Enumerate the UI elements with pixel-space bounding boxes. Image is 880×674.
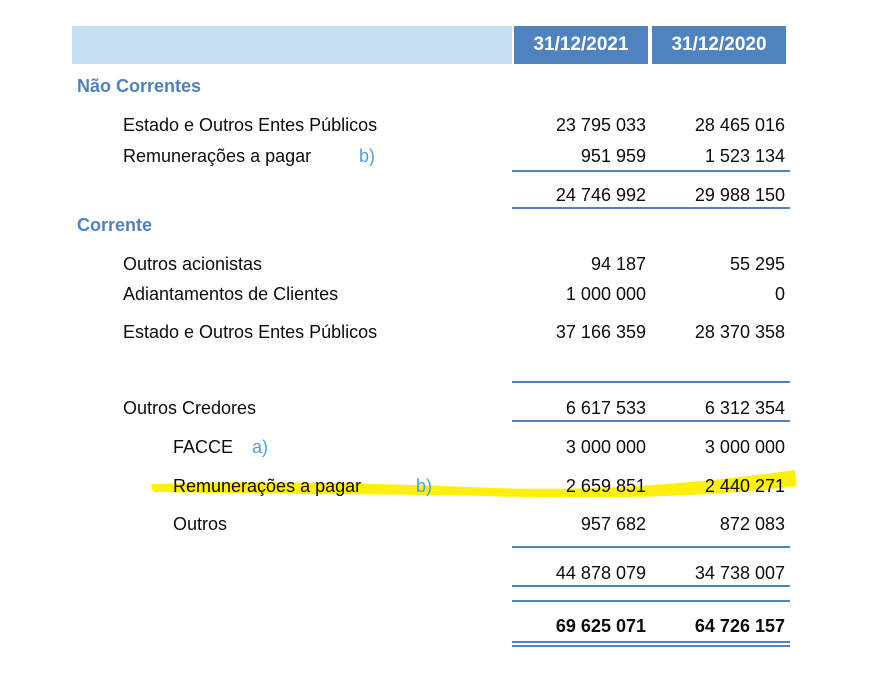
value-2020: 55 295 [729,254,785,274]
subtotal-2021: 44 878 079 [555,563,646,583]
value-2021: 3 000 000 [565,437,646,457]
value-2020: 0 [774,284,785,304]
row-label: Outros acionistas [123,254,263,274]
row-label: FACCE [173,437,234,457]
total-double-rule-bottom [512,645,790,647]
value-2021: 2 659 851 [565,476,646,496]
total-2020: 64 726 157 [694,616,785,636]
value-2020: 872 083 [719,514,785,534]
value-2021: 37 166 359 [555,322,646,342]
note-marker: a) [252,437,269,457]
value-2020: 2 440 271 [704,476,785,496]
section-rule [512,381,790,383]
row-label: Outros Credores [123,398,257,418]
section-title-nao-correntes: Não Correntes [77,76,202,96]
subtotal-rule [512,585,790,587]
column-header-2021: 31/12/2021 [514,26,648,64]
value-2021: 23 795 033 [555,115,646,135]
subtotal-2020: 29 988 150 [694,185,785,205]
section-rule [512,420,790,422]
total-2021: 69 625 071 [555,616,646,636]
total-rule [512,600,790,602]
section-title-corrente: Corrente [77,215,153,235]
subtotal-rule [512,207,790,209]
value-2021: 94 187 [590,254,646,274]
value-2020: 1 523 134 [704,146,785,166]
header-label-band [72,26,512,64]
column-header-2020: 31/12/2020 [652,26,786,64]
value-2020: 3 000 000 [704,437,785,457]
value-2020: 28 465 016 [694,115,785,135]
subtotal-rule [512,546,790,548]
row-label: Remunerações a pagar [123,146,312,166]
subtotal-rule [512,170,790,172]
value-2020: 6 312 354 [704,398,785,418]
value-2021: 6 617 533 [565,398,646,418]
note-marker: b) [416,476,433,496]
note-marker: b) [359,146,376,166]
value-2021: 957 682 [580,514,646,534]
total-double-rule-top [512,641,790,643]
subtotal-2021: 24 746 992 [555,185,646,205]
row-label: Estado e Outros Entes Públicos [123,322,378,342]
row-label: Adiantamentos de Clientes [123,284,339,304]
value-2021: 1 000 000 [565,284,646,304]
subtotal-2020: 34 738 007 [694,563,785,583]
row-label: Remunerações a pagar [173,476,362,496]
value-2020: 28 370 358 [694,322,785,342]
highlighter-mark [151,470,797,498]
value-2021: 951 959 [580,146,646,166]
row-label: Estado e Outros Entes Públicos [123,115,378,135]
row-label: Outros [173,514,228,534]
